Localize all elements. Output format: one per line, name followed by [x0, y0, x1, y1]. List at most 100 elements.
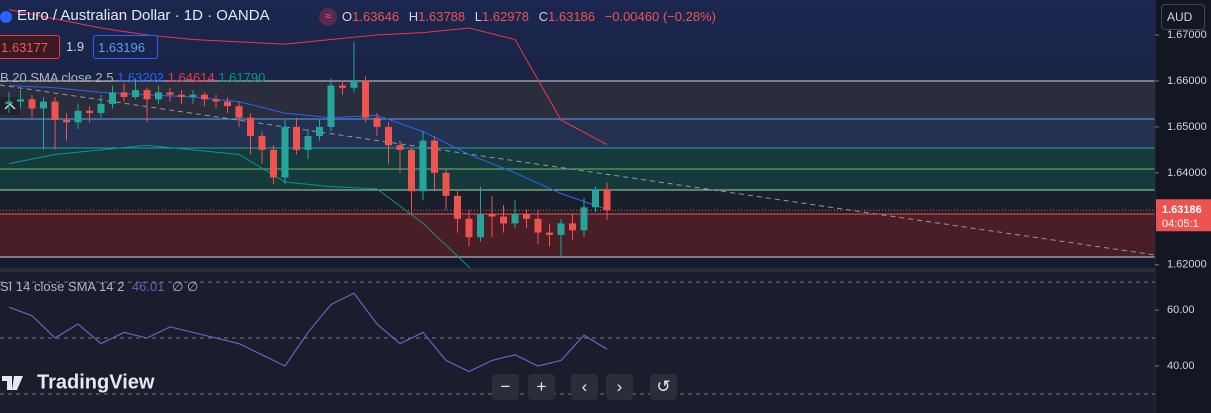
candle-body — [258, 136, 266, 150]
zone — [0, 81, 1155, 119]
reset[interactable]: ↺ — [650, 374, 677, 400]
candle-body — [477, 214, 484, 238]
band-line — [8, 144, 471, 268]
candle-body — [339, 85, 346, 88]
candle-body — [454, 195, 461, 219]
candle-body — [97, 103, 105, 114]
candle-body — [293, 126, 300, 150]
candle-body — [431, 140, 438, 173]
candle-body — [120, 92, 128, 97]
ohlc-label: O — [342, 9, 353, 24]
candle-body — [523, 214, 530, 219]
candle-body — [500, 216, 507, 224]
candle-body — [143, 90, 151, 100]
candle-body — [40, 101, 47, 109]
rsi-legend: SI 14 close SMA 14 2 46.01 ∅ ∅ — [0, 279, 198, 295]
candle-body — [109, 92, 116, 104]
candle-body — [396, 145, 404, 150]
ohlc-label: C — [538, 9, 549, 24]
rsi-line — [8, 292, 608, 373]
last-price-box — [1156, 199, 1211, 232]
candle-body — [235, 106, 243, 118]
y-tick-label: 1.65000 — [1167, 121, 1207, 133]
rsi-value: 46.01 — [131, 279, 165, 294]
candle-body — [212, 99, 220, 102]
countdown: 04:05:1 — [1162, 218, 1199, 230]
brand: TradingView — [37, 371, 155, 393]
sell-price[interactable]: 1.63177 — [0, 35, 60, 59]
symbol-title: Euro / Australian Dollar · 1D · OANDA — [17, 7, 270, 24]
spread: 1.9 — [66, 39, 85, 54]
candle-body — [350, 80, 358, 88]
rsi-extras: ∅ ∅ — [172, 279, 199, 294]
zoom-in[interactable]: + — [528, 374, 555, 400]
candle-body — [592, 189, 599, 208]
y-tick-label: 1.67000 — [1167, 29, 1207, 41]
candle-body — [373, 117, 381, 127]
candle-body — [86, 110, 93, 114]
band-line — [8, 9, 608, 146]
candle-body — [5, 101, 13, 104]
candle-body — [74, 110, 82, 123]
price-series — [5, 9, 611, 268]
brand-logo — [2, 376, 23, 390]
candle-body — [247, 117, 254, 137]
candle-body — [316, 126, 323, 137]
last-price: 1.63186 — [1162, 204, 1202, 216]
bb-value: 1.61790 — [218, 70, 266, 85]
candle-body — [155, 92, 162, 100]
candle-body — [511, 214, 519, 224]
candle-body — [63, 119, 70, 123]
ohlc-value: 1.63788 — [418, 9, 466, 24]
candle-body — [189, 94, 197, 97]
candle-body — [224, 101, 231, 107]
candle-body — [132, 90, 139, 97]
currency-button[interactable]: AUD — [1161, 4, 1205, 30]
candle-body — [362, 80, 369, 118]
candle-body — [569, 223, 576, 231]
candle-body — [281, 126, 289, 178]
candle-body — [442, 172, 450, 196]
zoom-out[interactable]: − — [492, 374, 519, 400]
candle-body — [465, 218, 473, 238]
pane-separator — [0, 268, 1155, 272]
bb-legend: B 20 SMA close 2.5 1.63202 1.64614 1.617… — [0, 70, 265, 85]
bb-value: 1.64614 — [167, 70, 215, 85]
y-tick-label: 40.00 — [1167, 360, 1195, 372]
rsi-label: SI 14 close SMA 14 2 — [0, 279, 125, 294]
collapse-icon — [4, 102, 16, 110]
y-tick-label: 1.66000 — [1167, 75, 1207, 87]
candle-body — [270, 149, 277, 178]
candle-body — [419, 140, 427, 192]
candle-body — [488, 214, 496, 217]
y-tick-label: 1.64000 — [1167, 167, 1207, 179]
candle-body — [546, 232, 553, 235]
candle-body — [201, 94, 208, 100]
bb-label: B 20 SMA close 2.5 — [0, 70, 114, 85]
candle-body — [408, 149, 415, 192]
collapse-button[interactable] — [0, 97, 20, 115]
candle-body — [28, 99, 36, 109]
candle-body — [17, 99, 24, 102]
zone — [0, 214, 1155, 257]
trend-line — [0, 84, 1156, 256]
band-line — [8, 85, 608, 210]
scroll-right[interactable]: › — [606, 374, 633, 400]
y-tick-label: 1.62000 — [1167, 259, 1207, 271]
candle-body — [304, 136, 312, 150]
ohlc-value: 1.62978 — [482, 9, 529, 24]
candle-body — [385, 126, 392, 146]
ohlc-value: 1.63646 — [352, 9, 400, 24]
ohlc-label: L — [474, 9, 482, 24]
candle-body — [557, 223, 565, 235]
ohlc-value: 1.63186 — [548, 9, 596, 24]
scroll-left[interactable]: ‹ — [571, 374, 598, 400]
y-tick-label: 60.00 — [1167, 304, 1195, 316]
candle-body — [166, 92, 174, 95]
change: −0.00460 (−0.28%) — [604, 9, 716, 24]
buy-price[interactable]: 1.63196 — [93, 35, 158, 59]
candle-body — [327, 85, 335, 127]
bb-value: 1.63202 — [117, 70, 165, 85]
